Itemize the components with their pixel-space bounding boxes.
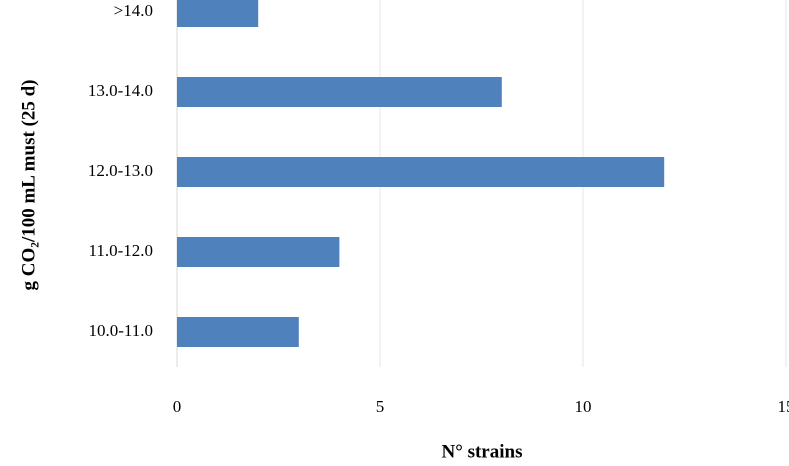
- bar: [177, 157, 665, 187]
- x-axis-title: N° strains: [442, 441, 523, 462]
- bar: [177, 77, 502, 107]
- y-axis-title: g CO₂/100 mL must (25 d): [18, 79, 39, 290]
- x-tick-label: 5: [376, 397, 385, 416]
- y-tick-label: >14.0: [114, 1, 153, 20]
- y-tick-label: 12.0-13.0: [88, 161, 153, 180]
- bar: [177, 0, 259, 27]
- y-tick-label: 11.0-12.0: [88, 241, 153, 260]
- y-tick-label: 10.0-11.0: [88, 321, 153, 340]
- bar: [177, 317, 299, 347]
- x-tick-label: 15: [778, 397, 789, 416]
- x-tick-label: 0: [173, 397, 182, 416]
- bar: [177, 237, 340, 267]
- x-tick-label: 10: [575, 397, 592, 416]
- y-tick-label: 13.0-14.0: [88, 81, 153, 100]
